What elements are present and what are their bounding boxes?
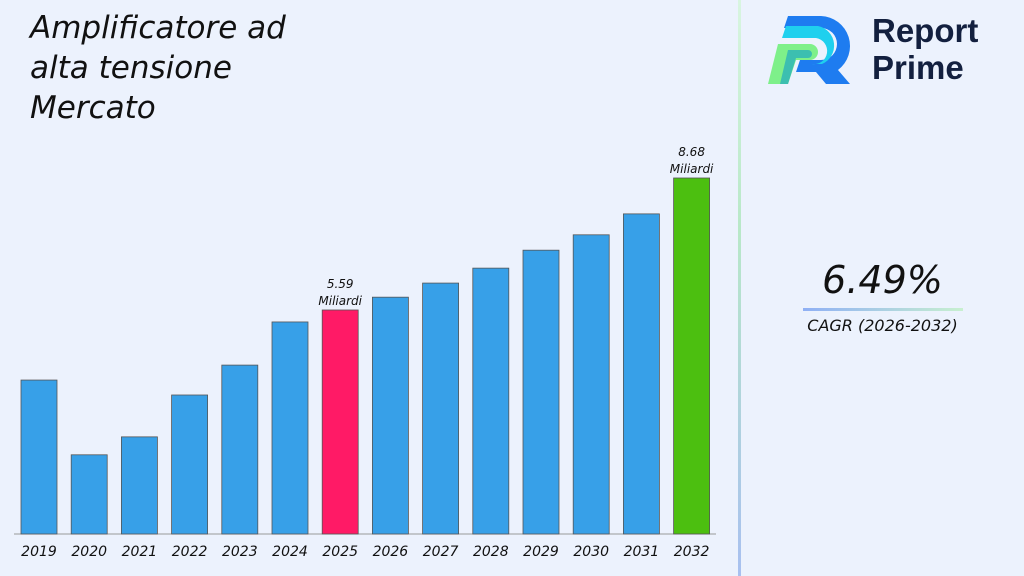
cagr-underline <box>803 308 963 311</box>
x-tick-2026: 2026 <box>373 544 409 560</box>
bar-2032 <box>673 177 710 535</box>
bar-2023 <box>221 364 259 535</box>
x-tick-2029: 2029 <box>523 544 559 560</box>
bar-2028 <box>472 267 510 535</box>
x-tick-2019: 2019 <box>21 544 57 560</box>
cagr-value: 6.49% <box>822 258 943 302</box>
data-label-unit-2032: Miliardi <box>670 162 714 176</box>
x-tick-2021: 2021 <box>122 544 158 560</box>
bar-2019 <box>20 379 58 535</box>
bar-2030 <box>572 234 610 535</box>
chart-title: Amplificatore ad alta tensione Mercato <box>30 10 286 126</box>
data-label-unit-2025: Miliardi <box>318 294 362 308</box>
bar-2024 <box>271 321 309 535</box>
x-tick-2030: 2030 <box>573 544 609 560</box>
brand-name: Report Prime <box>872 12 978 86</box>
panel-divider <box>738 0 741 576</box>
bar-2031 <box>623 213 660 535</box>
x-tick-2022: 2022 <box>172 544 208 560</box>
bar-2020 <box>70 454 108 535</box>
bar-2021 <box>121 436 158 535</box>
report-prime-logo-icon <box>768 16 851 84</box>
data-label-value-2025: 5.59 <box>327 277 354 291</box>
bar-2027 <box>422 282 460 535</box>
bar-2022 <box>171 394 209 535</box>
x-tick-2032: 2032 <box>674 544 710 560</box>
bar-2025 <box>321 309 359 535</box>
x-tick-2027: 2027 <box>423 544 459 560</box>
x-tick-2024: 2024 <box>272 544 308 560</box>
brand-line-1: Report <box>872 12 979 49</box>
x-tick-2028: 2028 <box>473 544 509 560</box>
bar-2029 <box>522 249 560 535</box>
x-tick-2020: 2020 <box>71 544 107 560</box>
cagr-label: CAGR (2026-2032) <box>807 316 958 335</box>
bar-2026 <box>371 296 409 535</box>
bar-chart: 2019 2020 2021 2022 2023 2024 2025 2026 2027 2028… <box>14 145 716 560</box>
x-tick-2031: 2031 <box>624 544 660 560</box>
x-tick-2023: 2023 <box>222 544 258 560</box>
data-label-value-2032: 8.68 <box>678 145 705 159</box>
x-tick-2025: 2025 <box>322 544 358 560</box>
brand-line-2: Prime <box>872 49 964 86</box>
